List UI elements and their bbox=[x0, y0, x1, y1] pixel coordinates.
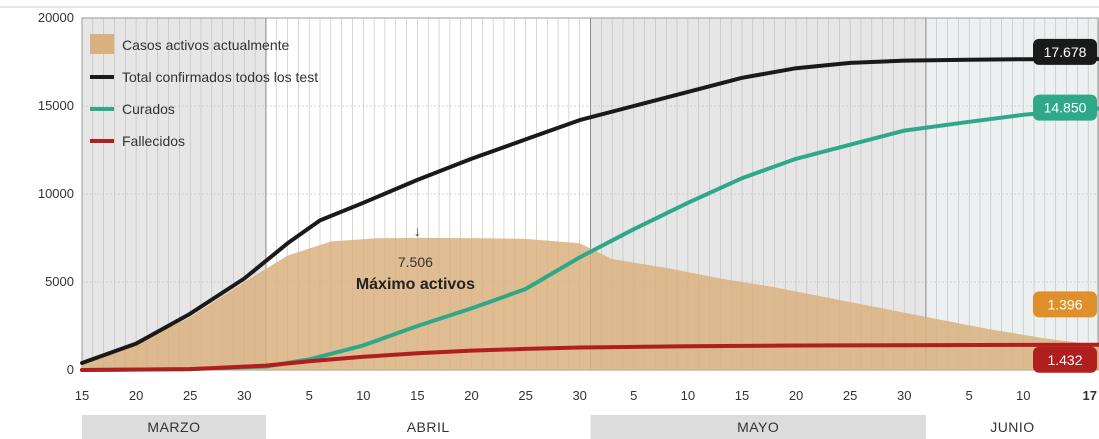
x-tick-label: 25 bbox=[183, 388, 197, 403]
month-label: ABRIL bbox=[407, 419, 450, 435]
x-tick-label: 10 bbox=[1016, 388, 1030, 403]
x-tick-label: 15 bbox=[75, 388, 89, 403]
month-label: MARZO bbox=[147, 419, 200, 435]
annotation-value: 7.506 bbox=[398, 254, 433, 270]
y-tick-label: 20000 bbox=[38, 10, 74, 25]
x-tick-label: 17 bbox=[1083, 388, 1097, 403]
series-line-fallecidos bbox=[80, 342, 1099, 372]
x-tick-label: 30 bbox=[572, 388, 586, 403]
series-line-total bbox=[80, 56, 1099, 365]
legend-label: Casos activos actualmente bbox=[122, 37, 290, 53]
badge-label: 17.678 bbox=[1044, 44, 1087, 60]
x-tick-label: 25 bbox=[518, 388, 532, 403]
annotation-label: Máximo activos bbox=[356, 276, 475, 293]
month-band-mayo bbox=[590, 415, 926, 439]
legend-label: Fallecidos bbox=[122, 133, 185, 149]
month-band-marzo bbox=[82, 415, 266, 439]
header-strip bbox=[0, 0, 1099, 8]
legend-swatch-line bbox=[90, 139, 114, 143]
y-tick-label: 15000 bbox=[38, 98, 74, 113]
x-tick-label: 10 bbox=[356, 388, 370, 403]
x-tick-label: 15 bbox=[410, 388, 424, 403]
badge-1396 bbox=[1033, 291, 1097, 318]
badge-label: 1.396 bbox=[1047, 296, 1082, 312]
x-tick-label: 15 bbox=[735, 388, 749, 403]
badge-17678 bbox=[1033, 38, 1097, 65]
x-tick-label: 20 bbox=[464, 388, 478, 403]
badge-label: 14.850 bbox=[1044, 100, 1087, 116]
x-tick-label: 5 bbox=[630, 388, 637, 403]
month-label: MAYO bbox=[737, 419, 779, 435]
badge-label: 1.432 bbox=[1047, 352, 1082, 368]
badge-1432 bbox=[1033, 346, 1097, 373]
legend-swatch-area bbox=[90, 34, 114, 54]
y-tick-label: 0 bbox=[67, 362, 74, 377]
legend-label: Total confirmados todos los test bbox=[122, 69, 318, 85]
x-tick-label: 20 bbox=[129, 388, 143, 403]
y-tick-label: 5000 bbox=[45, 274, 74, 289]
legend-label: Curados bbox=[122, 101, 175, 117]
badge-14850 bbox=[1033, 94, 1097, 121]
x-tick-label: 5 bbox=[306, 388, 313, 403]
y-tick-label: 10000 bbox=[38, 186, 74, 201]
x-tick-label: 5 bbox=[966, 388, 973, 403]
x-tick-label: 20 bbox=[789, 388, 803, 403]
series-area-activos bbox=[82, 237, 1099, 370]
legend: Casos activos actualmente Total confirmad… bbox=[90, 34, 318, 149]
annotation-arrow-icon: ↓ bbox=[414, 223, 421, 239]
month-label: JUNIO bbox=[990, 419, 1035, 435]
x-tick-label: 10 bbox=[681, 388, 695, 403]
x-tick-label: 25 bbox=[843, 388, 857, 403]
x-tick-label: 30 bbox=[897, 388, 911, 403]
legend-swatch-line bbox=[90, 75, 114, 79]
x-tick-label: 30 bbox=[237, 388, 251, 403]
legend-swatch-line bbox=[90, 107, 114, 111]
